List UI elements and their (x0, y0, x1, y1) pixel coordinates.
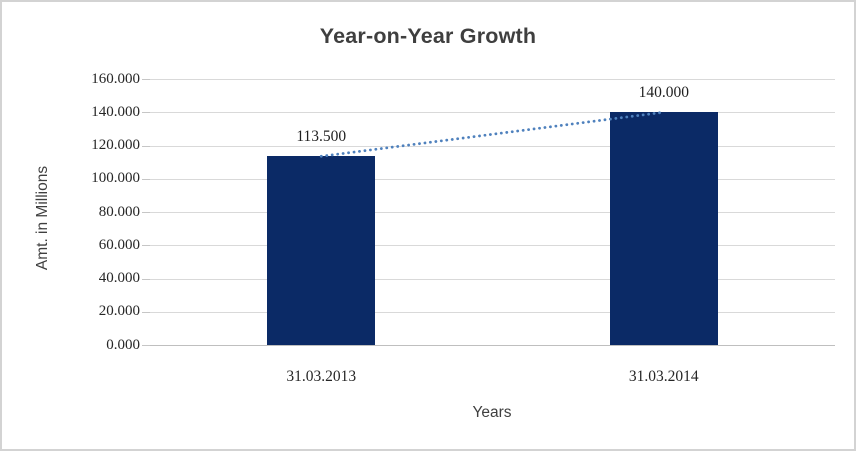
y-axis-tick (142, 278, 150, 280)
y-gridline (150, 311, 835, 313)
y-gridline (150, 278, 835, 280)
x-axis-line (150, 345, 835, 346)
bar-value-label: 113.500 (296, 128, 347, 146)
y-tick-label: 160.000 (91, 70, 140, 87)
y-tick-label: 40.000 (98, 270, 140, 286)
chart-title: Year-on-Year Growth (319, 24, 537, 48)
y-gridline (150, 212, 835, 213)
y-tick-label: 80.000 (98, 203, 140, 220)
bar-value-label: 140.000 (638, 84, 689, 102)
x-tick-label: 31.03.2013 (286, 368, 357, 385)
y-gridline (150, 245, 835, 247)
y-axis-tick (142, 79, 150, 80)
y-gridline (150, 178, 835, 180)
y-axis-tick (142, 245, 150, 247)
y-tick-label: 140.000 (91, 103, 140, 120)
bar (609, 112, 718, 345)
y-tick-label: 60.000 (98, 236, 140, 253)
y-axis-tick (142, 145, 150, 147)
y-tick-label: 120.000 (91, 137, 140, 153)
y-gridline (150, 112, 835, 114)
bar (267, 156, 376, 345)
y-axis-tick (142, 345, 150, 346)
y-axis-tick (142, 311, 150, 313)
x-tick-label: 31.03.2014 (628, 368, 699, 385)
y-axis-tick (142, 112, 150, 114)
y-gridline (150, 145, 835, 147)
y-gridline (150, 79, 835, 80)
y-axis-tick (142, 212, 150, 213)
y-axis-tick (142, 178, 150, 180)
x-axis-title: Years (472, 404, 512, 421)
y-tick-label: 0.000 (106, 336, 140, 353)
y-tick-label: 20.000 (98, 303, 140, 320)
y-tick-label: 100.000 (91, 170, 140, 187)
